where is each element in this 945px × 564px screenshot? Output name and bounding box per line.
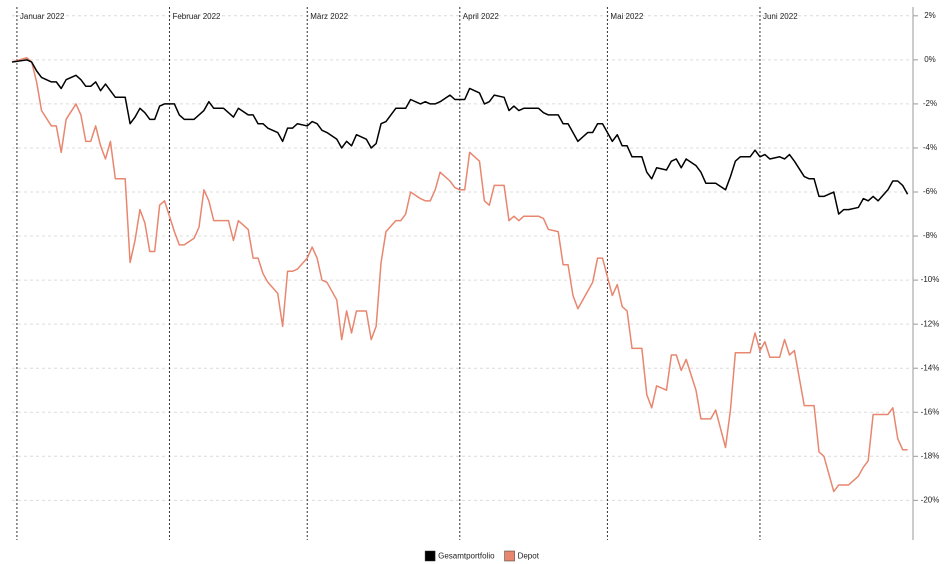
x-tick-label: Februar 2022 xyxy=(172,12,221,21)
y-tick-label: -12% xyxy=(921,319,940,328)
y-tick-label: -14% xyxy=(921,363,940,372)
series-line xyxy=(11,59,909,215)
x-tick-label: Juni 2022 xyxy=(763,12,798,21)
y-tick-label: -18% xyxy=(921,451,940,460)
series-line xyxy=(11,56,908,493)
legend-swatch xyxy=(424,550,436,562)
x-tick-label: April 2022 xyxy=(463,12,500,21)
y-tick-label: 2% xyxy=(924,11,936,20)
x-tick-label: Januar 2022 xyxy=(20,12,65,21)
y-tick-label: -6% xyxy=(923,187,937,196)
y-tick-label: -10% xyxy=(921,275,940,284)
x-tick-label: März 2022 xyxy=(310,12,348,21)
y-tick-label: -4% xyxy=(923,143,937,152)
legend-label: Gesamtportfolio xyxy=(438,552,495,561)
legend: Gesamtportfolio Depot xyxy=(424,550,540,562)
legend-label: Depot xyxy=(518,552,540,561)
legend-swatch xyxy=(504,550,515,562)
y-tick-label: -8% xyxy=(923,231,937,240)
y-tick-label: -20% xyxy=(921,495,940,504)
y-tick-label: -2% xyxy=(923,99,937,108)
x-tick-label: Mai 2022 xyxy=(610,12,643,21)
y-tick-label: -16% xyxy=(921,407,940,416)
y-tick-label: 0% xyxy=(924,55,936,64)
